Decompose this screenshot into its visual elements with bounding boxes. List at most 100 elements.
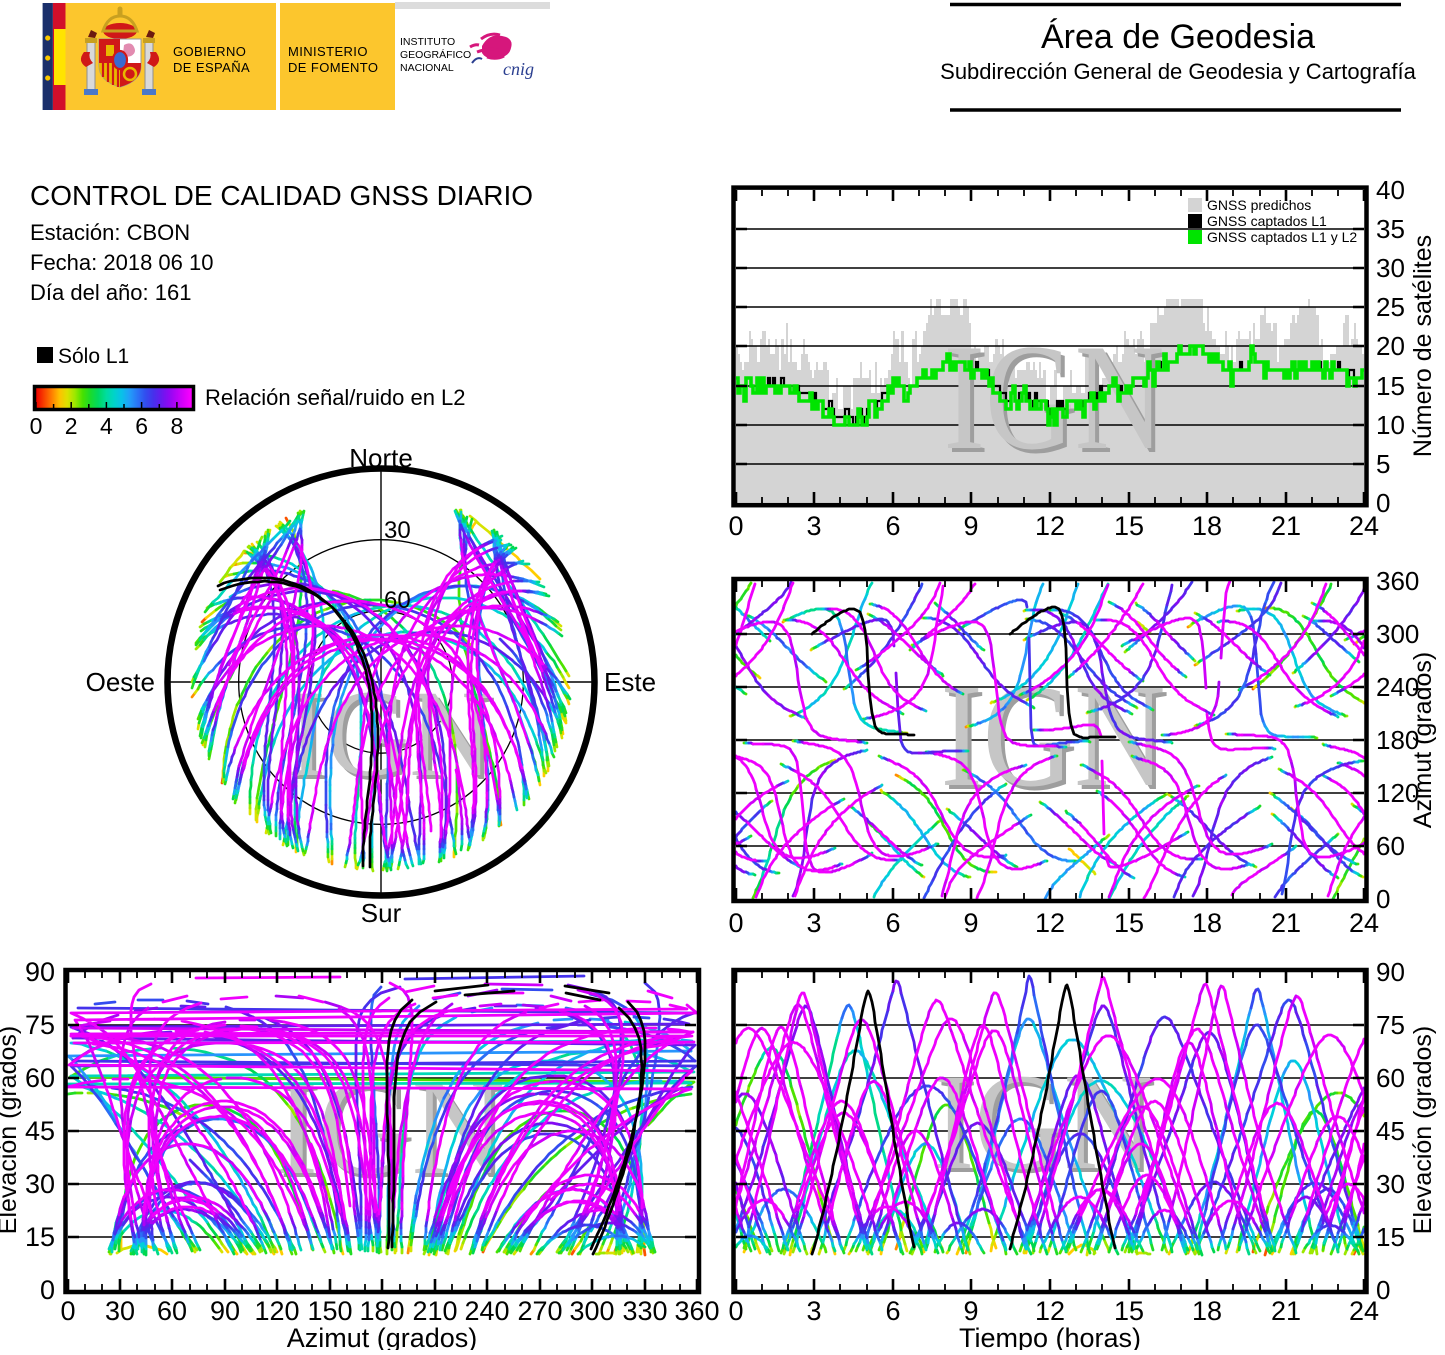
svg-text:120: 120 [254,1296,299,1326]
svg-text:30: 30 [1376,253,1405,283]
svg-text:DE ESPAÑA: DE ESPAÑA [173,60,250,75]
svg-text:60: 60 [157,1296,187,1326]
svg-text:240: 240 [464,1296,509,1326]
svg-text:45: 45 [25,1116,55,1146]
svg-text:8: 8 [171,413,184,439]
svg-text:18: 18 [1192,1296,1222,1326]
svg-text:6: 6 [885,908,900,938]
svg-text:DE FOMENTO: DE FOMENTO [288,60,378,75]
svg-text:21: 21 [1271,908,1301,938]
svg-text:2: 2 [65,413,78,439]
svg-text:Fecha: 2018 06 10: Fecha: 2018 06 10 [30,250,213,275]
svg-text:cnig: cnig [503,59,534,79]
svg-text:Azimut (grados): Azimut (grados) [287,1323,478,1350]
svg-text:20: 20 [1376,331,1405,361]
svg-text:60: 60 [25,1063,55,1093]
svg-text:40: 40 [1376,175,1405,205]
svg-text:0: 0 [30,413,43,439]
svg-text:15: 15 [1376,371,1405,401]
svg-text:75: 75 [25,1010,55,1040]
svg-text:60: 60 [1376,831,1405,861]
svg-text:25: 25 [1376,292,1405,322]
svg-text:15: 15 [1114,908,1144,938]
svg-text:30: 30 [1376,1169,1405,1199]
svg-text:150: 150 [307,1296,352,1326]
svg-text:Tiempo (horas): Tiempo (horas) [959,1323,1141,1350]
svg-text:60: 60 [1376,1063,1405,1093]
svg-text:21: 21 [1271,1296,1301,1326]
svg-text:Elevación (grados): Elevación (grados) [0,1026,22,1234]
svg-text:Oeste: Oeste [86,667,155,697]
svg-text:60: 60 [384,587,411,614]
svg-text:NACIONAL: NACIONAL [400,62,454,74]
svg-text:9: 9 [963,1296,978,1326]
svg-text:3: 3 [806,1296,821,1326]
svg-text:INSTITUTO: INSTITUTO [400,36,455,48]
svg-text:0: 0 [728,511,743,541]
svg-text:Día del año: 161: Día del año: 161 [30,280,191,305]
svg-text:Estación: CBON: Estación: CBON [30,220,190,245]
svg-text:9: 9 [963,511,978,541]
svg-text:21: 21 [1271,511,1301,541]
svg-text:270: 270 [517,1296,562,1326]
svg-text:15: 15 [1376,1222,1405,1252]
svg-text:9: 9 [963,908,978,938]
svg-text:15: 15 [1114,511,1144,541]
svg-text:Elevación (grados): Elevación (grados) [1409,1026,1437,1234]
svg-text:30: 30 [384,517,411,544]
svg-text:Sur: Sur [361,898,402,928]
svg-text:0: 0 [728,1296,743,1326]
svg-text:0: 0 [40,1275,55,1305]
svg-text:90: 90 [1376,957,1405,987]
svg-text:90: 90 [210,1296,240,1326]
svg-text:12: 12 [1035,1296,1065,1326]
svg-text:Número de satélites: Número de satélites [1409,235,1437,457]
svg-text:360: 360 [674,1296,719,1326]
svg-text:Sólo L1: Sólo L1 [58,345,129,368]
svg-text:10: 10 [1376,410,1405,440]
svg-text:300: 300 [1376,619,1419,649]
svg-text:24: 24 [1349,908,1379,938]
svg-text:0: 0 [1376,488,1390,518]
svg-text:IGN: IGN [945,658,1170,822]
svg-text:18: 18 [1192,908,1222,938]
svg-text:GNSS captados L1 y L2: GNSS captados L1 y L2 [1207,229,1357,245]
svg-text:120: 120 [1376,778,1419,808]
svg-text:3: 3 [806,908,821,938]
svg-text:6: 6 [885,511,900,541]
svg-text:3: 3 [806,511,821,541]
svg-text:15: 15 [1114,1296,1144,1326]
svg-text:Este: Este [604,667,656,697]
svg-text:0: 0 [1376,1275,1390,1305]
svg-text:30: 30 [25,1169,55,1199]
svg-text:360: 360 [1376,566,1419,596]
svg-text:0: 0 [60,1296,75,1326]
svg-text:5: 5 [1376,449,1390,479]
svg-text:GEOGRÁFICO: GEOGRÁFICO [400,48,471,61]
svg-text:90: 90 [25,957,55,987]
svg-text:MINISTERIO: MINISTERIO [288,44,368,59]
svg-text:6: 6 [885,1296,900,1326]
svg-text:12: 12 [1035,908,1065,938]
svg-text:18: 18 [1192,511,1222,541]
svg-text:15: 15 [25,1222,55,1252]
svg-text:240: 240 [1376,672,1419,702]
svg-text:4: 4 [100,413,113,439]
svg-text:210: 210 [412,1296,457,1326]
svg-text:IGN: IGN [944,313,1165,481]
svg-text:12: 12 [1035,511,1065,541]
svg-text:45: 45 [1376,1116,1405,1146]
svg-text:Subdirección General de Geodes: Subdirección General de Geodesia y Carto… [940,59,1416,84]
svg-text:24: 24 [1349,511,1379,541]
svg-text:24: 24 [1349,1296,1379,1326]
svg-text:0: 0 [728,908,743,938]
svg-text:300: 300 [569,1296,614,1326]
svg-text:Relación señal/ruido en L2: Relación señal/ruido en L2 [205,385,466,410]
svg-text:GOBIERNO: GOBIERNO [173,44,246,59]
svg-text:Área de Geodesia: Área de Geodesia [1041,18,1315,56]
svg-text:GNSS predichos: GNSS predichos [1207,197,1311,213]
svg-text:Azimut (grados): Azimut (grados) [1409,652,1437,828]
svg-text:0: 0 [1376,884,1390,914]
svg-text:75: 75 [1376,1010,1405,1040]
svg-text:CONTROL DE CALIDAD GNSS DIARIO: CONTROL DE CALIDAD GNSS DIARIO [30,180,533,211]
